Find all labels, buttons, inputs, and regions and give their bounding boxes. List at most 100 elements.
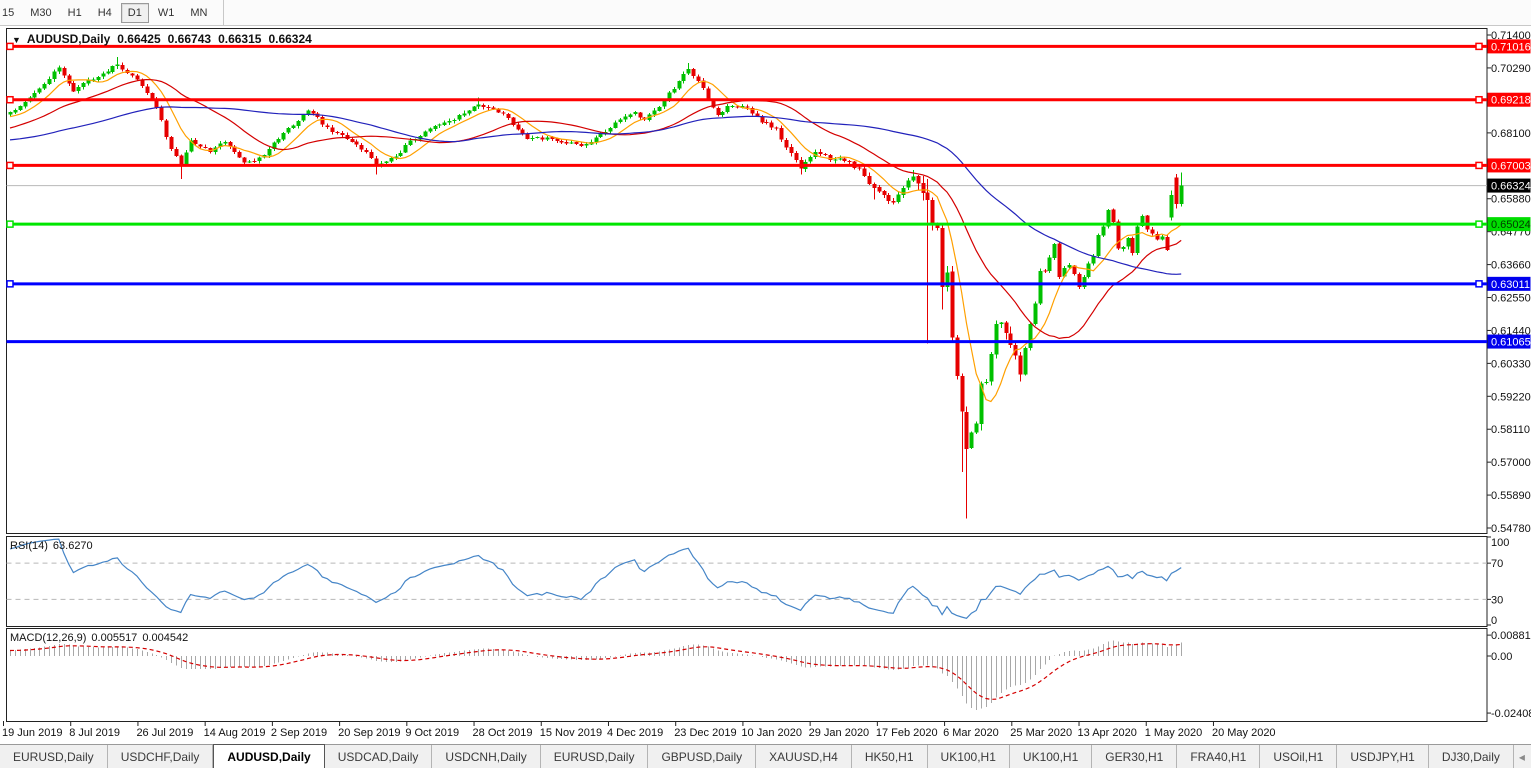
price-badge-0.69218 — [1487, 92, 1531, 107]
timeframe-button-MN[interactable]: MN — [190, 6, 208, 19]
price-badge-0.61065 — [1487, 334, 1531, 349]
svg-text:70: 70 — [1491, 558, 1503, 570]
ma-slow-line — [9, 106, 1182, 275]
svg-text:100: 100 — [1491, 537, 1509, 549]
chart-tab-FRA40-H1[interactable]: FRA40,H1 — [1177, 745, 1261, 768]
svg-text:0.71016: 0.71016 — [1491, 41, 1531, 53]
svg-text:0.65880: 0.65880 — [1491, 194, 1531, 206]
chart-tab-HK50-H1[interactable]: HK50,H1 — [852, 745, 928, 768]
svg-text:0.71400: 0.71400 — [1491, 30, 1531, 42]
hline-handle[interactable] — [1475, 161, 1483, 170]
chart-tab-USDCAD-Daily[interactable]: USDCAD,Daily — [325, 745, 433, 768]
svg-text:25 Mar 2020: 25 Mar 2020 — [1010, 727, 1072, 739]
svg-text:0.54780: 0.54780 — [1491, 523, 1531, 535]
svg-text:0.70290: 0.70290 — [1491, 63, 1531, 75]
chart-tab-UK100-H1[interactable]: UK100,H1 — [928, 745, 1010, 768]
hline-handle[interactable] — [6, 161, 14, 170]
svg-text:0.62550: 0.62550 — [1491, 293, 1531, 305]
svg-text:0.69218: 0.69218 — [1491, 95, 1531, 107]
svg-text:0.63011: 0.63011 — [1491, 279, 1530, 291]
svg-text:23 Dec 2019: 23 Dec 2019 — [674, 727, 736, 739]
svg-text:0.008815: 0.008815 — [1491, 630, 1531, 642]
chart-tab-GBPUSD-Daily[interactable]: GBPUSD,Daily — [648, 745, 757, 768]
chart-tab-AUDUSD-Daily[interactable]: AUDUSD,Daily — [213, 744, 325, 768]
hline-handle[interactable] — [6, 95, 14, 104]
price-badge-0.67003 — [1487, 158, 1531, 173]
chart-tab-EURUSD-Daily[interactable]: EURUSD,Daily — [0, 745, 108, 768]
chart-tab-UK100-H1[interactable]: UK100,H1 — [1010, 745, 1093, 768]
svg-text:20 May 2020: 20 May 2020 — [1212, 727, 1276, 739]
svg-text:0.58110: 0.58110 — [1491, 424, 1530, 436]
tab-scroll-left-button[interactable]: ◂ — [1518, 749, 1525, 764]
hline-handle[interactable] — [1475, 280, 1483, 288]
timeframe-button-15[interactable]: 15 — [2, 6, 15, 19]
chart-tab-USDCHF-Daily[interactable]: USDCHF,Daily — [108, 745, 214, 768]
chart-tab-USDJPY-H1[interactable]: USDJPY,H1 — [1337, 745, 1429, 768]
hline-handle[interactable] — [6, 220, 14, 228]
svg-text:0.59220: 0.59220 — [1491, 391, 1531, 403]
main-chart-panel — [6, 28, 1488, 534]
svg-text:13 Apr 2020: 13 Apr 2020 — [1078, 727, 1137, 739]
current-price-badge — [1487, 178, 1531, 193]
hline-handle[interactable] — [1475, 220, 1483, 228]
price-badge-0.71016 — [1487, 39, 1531, 54]
svg-text:30: 30 — [1491, 594, 1503, 606]
rsi-panel — [6, 536, 1488, 627]
timeframe-button-W1[interactable]: W1 — [157, 6, 175, 19]
svg-text:0.00: 0.00 — [1491, 651, 1512, 663]
svg-text:20 Sep 2019: 20 Sep 2019 — [338, 727, 400, 739]
hline-handle[interactable] — [6, 42, 14, 51]
svg-text:0.65024: 0.65024 — [1491, 219, 1531, 231]
svg-text:14 Aug 2019: 14 Aug 2019 — [204, 727, 266, 739]
svg-text:0.67003: 0.67003 — [1491, 160, 1531, 172]
svg-text:4 Dec 2019: 4 Dec 2019 — [607, 727, 663, 739]
instrument-tabbar: EURUSD,Daily USDCHF,Daily AUDUSD,Daily USDC… — [0, 744, 1531, 768]
svg-text:26 Jul 2019: 26 Jul 2019 — [136, 727, 193, 739]
date-axis: 19 Jun 2019 8 Jul 2019 26 Jul 2019 14 Aug 2… — [2, 721, 1276, 739]
timeframe-button-H4[interactable]: H4 — [97, 6, 112, 19]
timeframe-button-M30[interactable]: M30 — [30, 6, 52, 19]
price-axis: 0.714000.702900.681000.658800.647700.636… — [1487, 30, 1531, 720]
chart-tab-USDCNH-Daily[interactable]: USDCNH,Daily — [432, 745, 541, 768]
price-badge-0.65024 — [1487, 217, 1531, 232]
price-badge-0.63011 — [1487, 276, 1531, 291]
svg-text:2 Sep 2019: 2 Sep 2019 — [271, 727, 327, 739]
svg-text:15 Nov 2019: 15 Nov 2019 — [540, 727, 602, 739]
svg-text:0: 0 — [1491, 615, 1497, 627]
macd-signal-line — [9, 643, 1182, 701]
svg-text:0.61440: 0.61440 — [1491, 325, 1531, 337]
svg-text:8 Jul 2019: 8 Jul 2019 — [69, 727, 120, 739]
macd-panel — [6, 628, 1488, 722]
svg-text:-0.024082: -0.024082 — [1491, 708, 1531, 720]
ma-mid-line — [9, 78, 1182, 340]
svg-text:17 Feb 2020: 17 Feb 2020 — [876, 727, 938, 739]
chart-tab-GER30-H1[interactable]: GER30,H1 — [1092, 745, 1178, 768]
svg-text:0.55890: 0.55890 — [1491, 490, 1531, 502]
svg-text:0.68100: 0.68100 — [1491, 128, 1531, 140]
ma-fast-line — [9, 70, 1182, 403]
hline-handle[interactable] — [1475, 42, 1483, 51]
svg-text:0.57000: 0.57000 — [1491, 457, 1531, 469]
timeframe-button-D1[interactable]: D1 — [120, 2, 149, 23]
chart-canvas[interactable]: 0.714000.702900.681000.658800.647700.636… — [0, 26, 1531, 744]
svg-text:19 Jun 2019: 19 Jun 2019 — [2, 727, 63, 739]
svg-text:10 Jan 2020: 10 Jan 2020 — [741, 727, 802, 739]
svg-text:0.61065: 0.61065 — [1491, 337, 1531, 349]
svg-text:29 Jan 2020: 29 Jan 2020 — [809, 727, 870, 739]
svg-text:6 Mar 2020: 6 Mar 2020 — [943, 727, 999, 739]
svg-text:0.66324: 0.66324 — [1491, 181, 1531, 193]
timeframe-button-H1[interactable]: H1 — [67, 6, 82, 19]
svg-text:9 Oct 2019: 9 Oct 2019 — [405, 727, 459, 739]
svg-text:0.60330: 0.60330 — [1491, 358, 1531, 370]
rsi-line — [9, 538, 1182, 619]
toolbar-separator — [223, 0, 225, 25]
chart-tab-USOil-H1[interactable]: USOil,H1 — [1260, 745, 1338, 768]
chart-tab-DJ30-Daily[interactable]: DJ30,Daily — [1429, 745, 1514, 768]
hline-handle[interactable] — [6, 280, 14, 288]
chart-tab-XAUUSD-H4[interactable]: XAUUSD,H4 — [756, 745, 852, 768]
hline-handle[interactable] — [1475, 95, 1483, 104]
timeframe-toolbar: 15 M30 H1 H4 D1 W1 MN — [0, 0, 1531, 26]
chart-tab-EURUSD-Daily[interactable]: EURUSD,Daily — [541, 745, 649, 768]
svg-text:0.63660: 0.63660 — [1491, 260, 1531, 272]
